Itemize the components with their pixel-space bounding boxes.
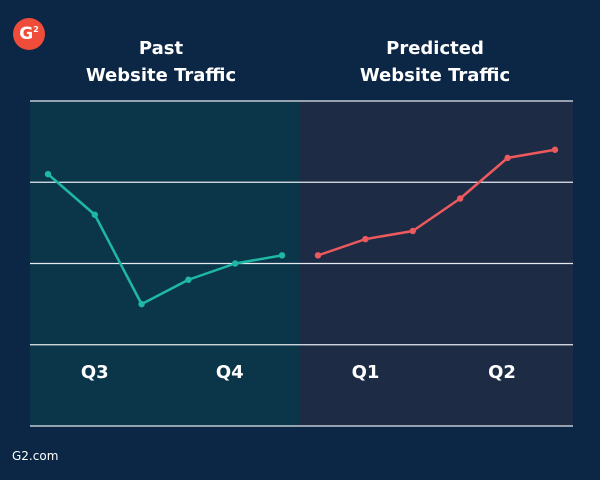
- past-title-line-1: Past: [138, 38, 184, 59]
- past-panel-title: Past Website Traffic: [26, 35, 296, 89]
- predicted-title-line-2: Website Traffic: [359, 65, 511, 86]
- tick-label-q2: Q2: [488, 362, 516, 383]
- tick-label-q1: Q1: [352, 362, 380, 383]
- predicted-panel-title: Predicted Website Traffic: [300, 35, 570, 89]
- past-point-5: [278, 252, 286, 259]
- g2-logo-letter: G: [19, 24, 34, 44]
- tick-label-q4: Q4: [216, 362, 244, 383]
- predicted-point-5: [551, 146, 559, 153]
- g2-logo-superscript: 2: [33, 24, 39, 34]
- past-point-1: [91, 211, 99, 218]
- predicted-point-0: [314, 252, 322, 259]
- predicted-point-1: [362, 235, 369, 243]
- past-point-0: [44, 170, 52, 178]
- predicted-point-3: [457, 195, 464, 202]
- series-lines: [44, 146, 559, 308]
- x-tick-labels: Q3 Q4 Q1 Q2: [81, 362, 516, 383]
- past-point-4: [232, 260, 239, 267]
- predicted-point-2: [409, 227, 416, 235]
- past-traffic-line: [47, 173, 283, 306]
- past-point-3: [185, 276, 192, 283]
- grid-lines: [30, 100, 573, 427]
- past-point-2: [138, 300, 145, 308]
- tick-label-q3: Q3: [81, 362, 109, 383]
- predicted-point-4: [504, 154, 511, 162]
- predicted-title-line-1: Predicted: [386, 38, 484, 59]
- past-title-line-2: Website Traffic: [85, 65, 237, 86]
- source-footer: G2.com: [12, 449, 59, 463]
- predicted-traffic-line: [317, 148, 556, 257]
